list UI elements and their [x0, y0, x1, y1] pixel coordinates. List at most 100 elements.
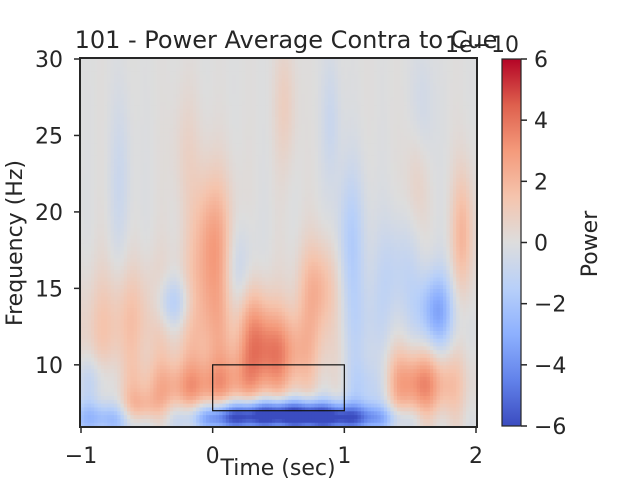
heatmap-cell	[156, 284, 161, 289]
heatmap-cell	[113, 131, 118, 137]
heatmap-cell	[94, 361, 99, 366]
heatmap-cell	[225, 104, 230, 110]
heatmap-cell	[248, 334, 253, 339]
heatmap-cell	[219, 200, 224, 205]
heatmap-cell	[232, 59, 237, 64]
heatmap-cell	[192, 158, 197, 163]
heatmap-cell	[97, 395, 102, 400]
heatmap-cell	[153, 299, 158, 305]
heatmap-cell	[169, 418, 174, 423]
heatmap-cell	[222, 89, 227, 94]
heatmap-cell	[156, 196, 161, 202]
heatmap-cell	[232, 395, 237, 400]
heatmap-cell	[196, 318, 201, 324]
heatmap-cell	[150, 253, 155, 259]
heatmap-cell	[179, 296, 184, 301]
heatmap-cell	[90, 265, 95, 270]
heatmap-cell	[153, 81, 158, 87]
heatmap-cell	[189, 181, 194, 186]
heatmap-cell	[133, 192, 138, 198]
heatmap-cell	[84, 414, 89, 419]
heatmap-cell	[127, 349, 131, 354]
heatmap-cell	[156, 380, 161, 385]
heatmap-cell	[179, 383, 184, 389]
heatmap-cell	[206, 166, 210, 171]
heatmap-cell	[248, 154, 253, 159]
heatmap-cell	[120, 234, 125, 240]
heatmap-cell	[222, 280, 227, 286]
heatmap-cell	[173, 299, 178, 305]
heatmap-cell	[81, 303, 85, 309]
heatmap-cell	[107, 112, 112, 117]
heatmap-cell	[120, 257, 125, 263]
heatmap-cell	[110, 242, 115, 247]
heatmap-cell	[206, 318, 210, 324]
heatmap-cell	[212, 334, 217, 339]
heatmap-cell	[183, 139, 187, 144]
heatmap-cell	[189, 246, 194, 251]
heatmap-cell	[107, 322, 112, 328]
heatmap-cell	[87, 234, 92, 240]
heatmap-cell	[206, 234, 210, 240]
heatmap-cell	[84, 361, 89, 366]
heatmap-cell	[186, 422, 191, 426]
heatmap-cell	[156, 292, 161, 297]
heatmap-cell	[143, 334, 148, 339]
heatmap-cell	[202, 238, 207, 244]
heatmap-cell	[242, 246, 247, 251]
heatmap-cell	[143, 154, 148, 159]
heatmap-cell	[97, 204, 102, 209]
heatmap-cell	[179, 89, 184, 94]
heatmap-cell	[160, 280, 164, 286]
heatmap-cell	[176, 422, 181, 426]
heatmap-cell	[113, 185, 118, 190]
heatmap-cell	[206, 196, 210, 202]
heatmap-cell	[90, 211, 95, 217]
heatmap-cell	[183, 250, 187, 255]
heatmap-cell	[90, 315, 95, 320]
heatmap-cell	[81, 334, 85, 339]
heatmap-cell	[169, 200, 174, 205]
heatmap-cell	[196, 81, 201, 87]
heatmap-cell	[130, 181, 135, 186]
heatmap-cell	[130, 280, 135, 286]
heatmap-cell	[90, 257, 95, 263]
heatmap-cell	[133, 215, 138, 221]
heatmap-cell	[166, 131, 171, 137]
heatmap-cell	[229, 135, 234, 140]
heatmap-cell	[183, 135, 187, 140]
heatmap-cell	[206, 146, 210, 152]
heatmap-cell	[127, 315, 131, 320]
heatmap-cell	[222, 154, 227, 159]
heatmap-cell	[136, 112, 141, 117]
heatmap-cell	[196, 173, 201, 179]
heatmap-cell	[146, 116, 151, 121]
heatmap-cell	[209, 150, 214, 156]
heatmap-cell	[120, 311, 125, 316]
heatmap-cell	[136, 181, 141, 186]
heatmap-cell	[186, 154, 191, 159]
heatmap-cell	[199, 410, 204, 416]
heatmap-cell	[169, 250, 174, 255]
heatmap-cell	[245, 173, 250, 179]
heatmap-cell	[104, 318, 108, 324]
heatmap-cell	[160, 146, 164, 152]
heatmap-cell	[117, 93, 122, 98]
heatmap-cell	[209, 376, 214, 381]
heatmap-cell	[235, 70, 240, 75]
heatmap-cell	[248, 380, 253, 385]
heatmap-cell	[160, 208, 164, 213]
heatmap-cell	[107, 211, 112, 217]
heatmap-cell	[97, 104, 102, 110]
heatmap-cell	[206, 162, 210, 167]
heatmap-cell	[199, 231, 204, 236]
heatmap-cell	[150, 116, 155, 121]
heatmap-cell	[156, 188, 161, 194]
heatmap-cell	[169, 154, 174, 159]
heatmap-cell	[163, 173, 168, 179]
heatmap-cell	[84, 395, 89, 400]
heatmap-cell	[242, 81, 247, 87]
heatmap-cell	[179, 66, 184, 72]
heatmap-cell	[163, 81, 168, 87]
heatmap-cell	[229, 280, 234, 286]
